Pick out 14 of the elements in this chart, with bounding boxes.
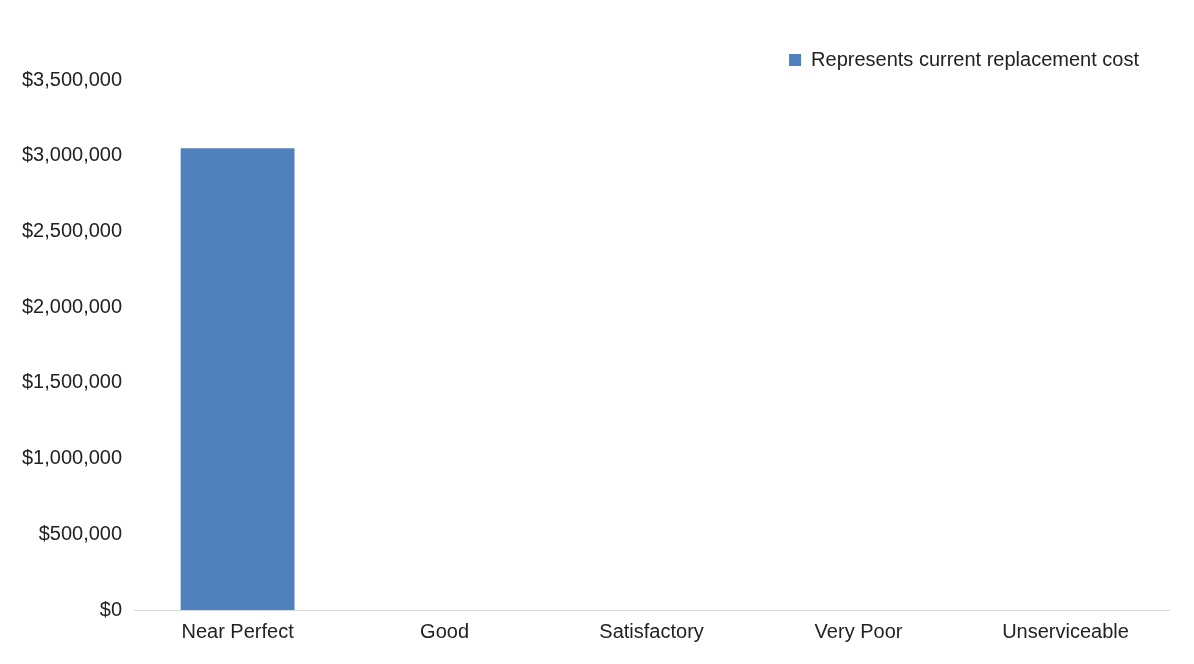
legend-label: Represents current replacement cost [811,47,1140,70]
y-tick-label: $500,000 [38,521,123,544]
x-tick-label: Good [420,619,470,642]
x-tick-label: Very Poor [814,619,903,642]
y-tick-label: $3,000,000 [21,143,123,166]
x-tick-label: Unserviceable [1002,619,1129,642]
y-tick-label: $1,500,000 [21,370,123,393]
y-tick-label: $3,500,000 [21,67,123,90]
y-tick-label: $1,000,000 [21,446,123,469]
y-tick-label: $0 [99,597,123,620]
y-tick-label: $2,500,000 [21,218,123,241]
x-tick-label: Satisfactory [599,619,704,642]
x-tick-label: Near Perfect [181,619,295,642]
y-tick-label: $2,000,000 [21,294,123,317]
